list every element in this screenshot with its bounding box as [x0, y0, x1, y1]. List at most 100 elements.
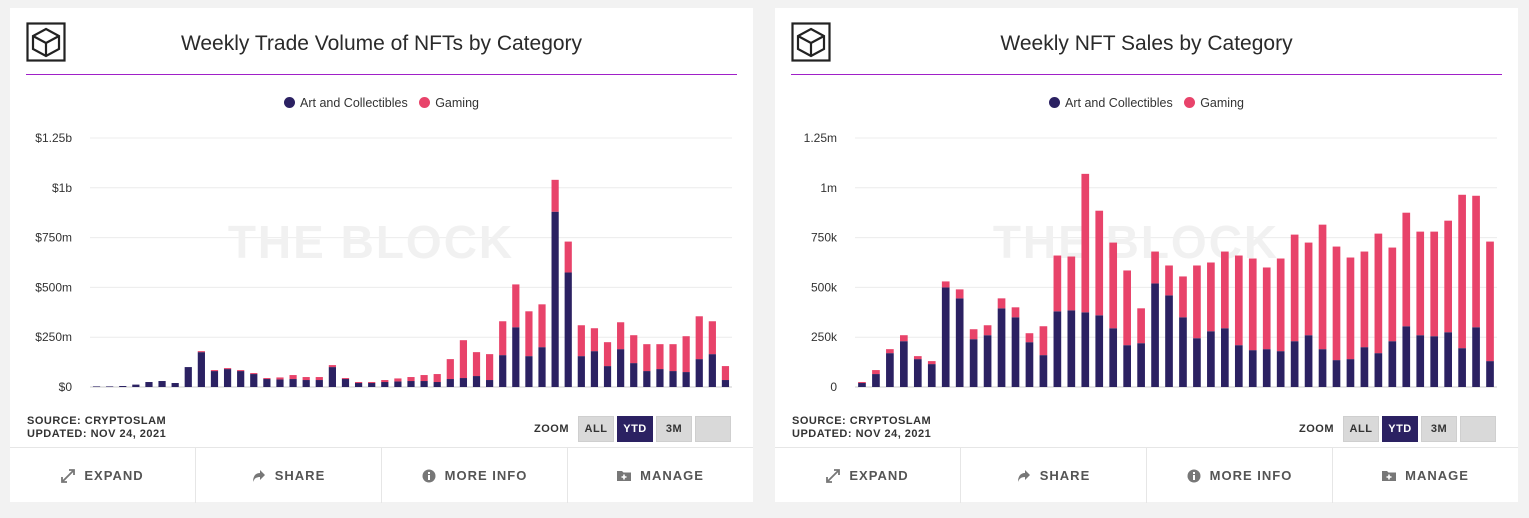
bar-art: [1123, 345, 1131, 387]
expand-button[interactable]: EXPAND: [10, 448, 196, 503]
bar-art: [564, 272, 572, 387]
bar-art: [1416, 335, 1425, 387]
bar-art: [630, 363, 638, 387]
legend-item-gaming[interactable]: Gaming: [419, 96, 479, 110]
source-note: SOURCE: CRYPTOSLAM UPDATED: NOV 24, 2021: [27, 415, 166, 441]
bar-gaming: [630, 335, 638, 364]
bar-art: [695, 359, 703, 387]
bar-art: [997, 308, 1006, 387]
legend-item-art[interactable]: Art and Collectibles: [284, 96, 408, 110]
bar-art: [1360, 347, 1369, 387]
y-tick-label: $500m: [35, 280, 72, 294]
manage-label: MANAGE: [640, 468, 704, 483]
legend-swatch-gaming: [419, 97, 431, 108]
chart-card-trade-volume: Weekly Trade Volume of NFTs by Category …: [10, 8, 753, 503]
zoom-3m-button[interactable]: 3M: [656, 416, 692, 442]
zoom-custom-button[interactable]: [695, 416, 731, 442]
card-header: Weekly NFT Sales by Category: [791, 8, 1502, 75]
bar-art: [913, 359, 922, 387]
legend-item-art[interactable]: Art and Collectibles: [1049, 96, 1173, 110]
watermark: THE BLOCK: [993, 216, 1279, 268]
bar-art: [276, 379, 284, 387]
card-footer: EXPAND SHARE MORE INFO MANAGE: [10, 447, 753, 503]
bar-gaming: [1221, 251, 1229, 329]
cube-logo-icon: [791, 22, 831, 62]
bar-gaming: [1360, 251, 1369, 348]
bar-art: [171, 383, 179, 387]
y-tick-label: $1b: [52, 181, 72, 195]
bar-art: [525, 356, 533, 387]
bar-gaming: [858, 382, 866, 384]
bar-gaming: [1151, 251, 1159, 284]
bar-gaming: [695, 316, 703, 360]
zoom-custom-button[interactable]: [1460, 416, 1496, 442]
zoom-controls: ZOOM ALL YTD 3M: [1299, 416, 1496, 442]
bar-gaming: [1458, 194, 1466, 349]
bar-gaming: [1472, 195, 1480, 328]
zoom-ytd-button[interactable]: YTD: [617, 416, 653, 442]
bar-gaming: [1067, 256, 1076, 311]
manage-label: MANAGE: [1405, 468, 1469, 483]
bar-gaming: [927, 361, 936, 365]
more-info-label: MORE INFO: [444, 468, 528, 483]
bar-art: [708, 354, 716, 387]
legend-label-art: Art and Collectibles: [1065, 96, 1173, 110]
expand-button[interactable]: EXPAND: [775, 448, 961, 503]
bar-gaming: [1430, 231, 1439, 337]
bar-gaming: [1025, 333, 1034, 343]
expand-arrows-icon: [826, 468, 841, 483]
y-tick-label: 250k: [811, 330, 838, 344]
bar-gaming: [1388, 247, 1397, 342]
zoom-ytd-button[interactable]: YTD: [1382, 416, 1418, 442]
bar-gaming: [446, 359, 454, 380]
bar-art: [1262, 349, 1271, 387]
bar-gaming: [872, 370, 880, 375]
legend-item-gaming[interactable]: Gaming: [1184, 96, 1244, 110]
bar-gaming: [955, 289, 964, 299]
bar-gaming: [682, 336, 690, 373]
bar-art: [158, 381, 166, 387]
bar-gaming: [394, 378, 402, 382]
bar-art: [969, 339, 978, 387]
y-tick-label: 0: [830, 380, 837, 394]
bar-art: [250, 374, 258, 387]
bar-art: [486, 380, 494, 387]
bar-art: [132, 384, 140, 387]
bar-gaming: [302, 377, 310, 381]
bar-art: [197, 352, 205, 387]
expand-label: EXPAND: [84, 468, 144, 483]
bar-gaming: [656, 344, 664, 370]
more-info-button[interactable]: MORE INFO: [382, 448, 568, 503]
info-circle-icon: [1187, 469, 1201, 482]
bar-gaming: [420, 375, 428, 382]
share-label: SHARE: [274, 468, 326, 483]
bar-art: [223, 369, 232, 387]
bar-gaming: [368, 382, 376, 384]
zoom-label: ZOOM: [1299, 423, 1334, 435]
share-label: SHARE: [1039, 468, 1091, 483]
share-button[interactable]: SHARE: [196, 448, 382, 503]
share-button[interactable]: SHARE: [961, 448, 1147, 503]
zoom-3m-button[interactable]: 3M: [1421, 416, 1457, 442]
zoom-all-button[interactable]: ALL: [578, 416, 614, 442]
manage-button[interactable]: MANAGE: [1333, 448, 1518, 503]
bar-art: [1276, 351, 1285, 387]
bar-gaming: [250, 373, 258, 375]
card-footer: EXPAND SHARE MORE INFO MANAGE: [775, 447, 1518, 503]
zoom-all-button[interactable]: ALL: [1343, 416, 1379, 442]
bar-gaming: [1193, 265, 1201, 339]
manage-button[interactable]: MANAGE: [568, 448, 753, 503]
bar-gaming: [538, 304, 546, 348]
bar-gaming: [1262, 267, 1271, 350]
info-circle-icon: [422, 469, 436, 482]
bar-gaming: [590, 328, 599, 352]
bar-gaming: [499, 321, 507, 356]
more-info-button[interactable]: MORE INFO: [1147, 448, 1333, 503]
y-tick-label: 750k: [811, 231, 838, 245]
chart-title: Weekly Trade Volume of NFTs by Category: [180, 32, 583, 55]
more-info-label: MORE INFO: [1209, 468, 1293, 483]
bar-gaming: [643, 344, 651, 372]
bar-art: [669, 371, 677, 387]
